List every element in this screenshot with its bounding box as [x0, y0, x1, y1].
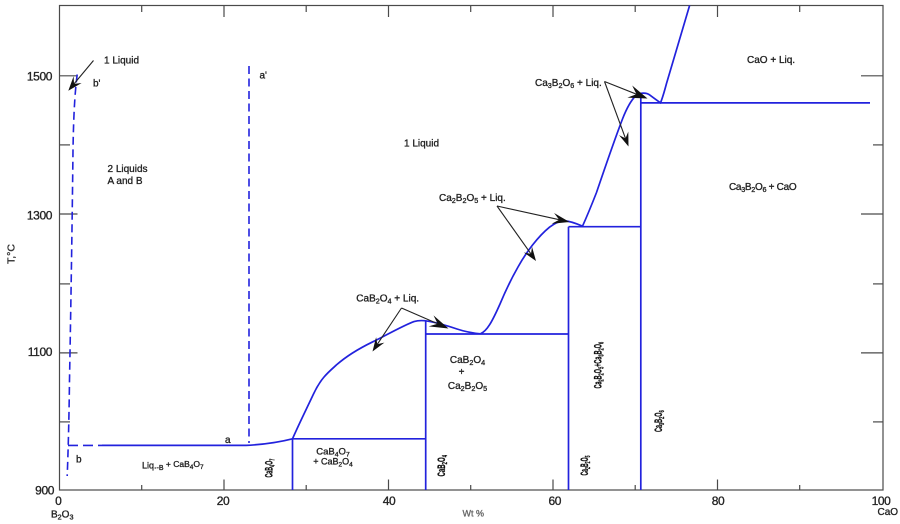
svg-text:1100: 1100 — [28, 345, 53, 359]
svg-text:b': b' — [93, 79, 101, 90]
svg-text:a: a — [225, 435, 231, 446]
svg-text:A and B: A and B — [108, 176, 143, 187]
svg-text:Ca2B2O5: Ca2B2O5 — [578, 455, 593, 475]
svg-text:1300: 1300 — [27, 209, 53, 223]
svg-text:CaO: CaO — [878, 507, 899, 518]
svg-text:+: + — [459, 367, 465, 378]
svg-text:Ca3B2O6 + CaO: Ca3B2O6 + CaO — [729, 182, 797, 194]
svg-text:CaB4O7: CaB4O7 — [316, 447, 350, 459]
svg-text:Ca2B2O5: Ca2B2O5 — [448, 381, 487, 393]
svg-text:1 Liquid: 1 Liquid — [404, 139, 439, 150]
svg-text:CaO + Liq.: CaO + Liq. — [747, 55, 795, 66]
svg-text:B2O3: B2O3 — [51, 510, 73, 522]
svg-text:T,°C: T,°C — [6, 244, 18, 264]
svg-text:+ CaB2O4: + CaB2O4 — [313, 456, 353, 468]
svg-text:Ca3B2O6: Ca3B2O6 — [652, 410, 667, 432]
svg-text:100: 100 — [872, 494, 892, 508]
svg-text:20: 20 — [217, 494, 230, 508]
svg-text:Ca2B2O5+Ca3B2O6: Ca2B2O5+Ca3B2O6 — [591, 341, 606, 388]
svg-text:900: 900 — [35, 484, 55, 498]
svg-text:2 Liquids: 2 Liquids — [108, 164, 148, 175]
svg-text:40: 40 — [383, 494, 396, 508]
svg-text:60: 60 — [549, 494, 562, 508]
svg-text:1500: 1500 — [27, 69, 53, 83]
svg-text:80: 80 — [712, 494, 725, 508]
svg-text:0: 0 — [55, 494, 62, 508]
svg-text:CaB2O4: CaB2O4 — [435, 455, 450, 477]
svg-text:1 Liquid: 1 Liquid — [104, 56, 139, 67]
svg-text:b: b — [76, 455, 82, 466]
svg-text:Ca3B2O6 + Liq.: Ca3B2O6 + Liq. — [535, 78, 602, 90]
svg-text:Ca2B2O5 + Liq.: Ca2B2O5 + Liq. — [439, 193, 506, 205]
svg-text:Wt %: Wt % — [463, 509, 485, 519]
svg-text:a': a' — [260, 71, 268, 82]
svg-text:CaB2O4 + Liq.: CaB2O4 + Liq. — [356, 294, 419, 306]
svg-text:CaB2O4: CaB2O4 — [450, 355, 485, 367]
svg-text:CaB4O7: CaB4O7 — [262, 458, 277, 477]
